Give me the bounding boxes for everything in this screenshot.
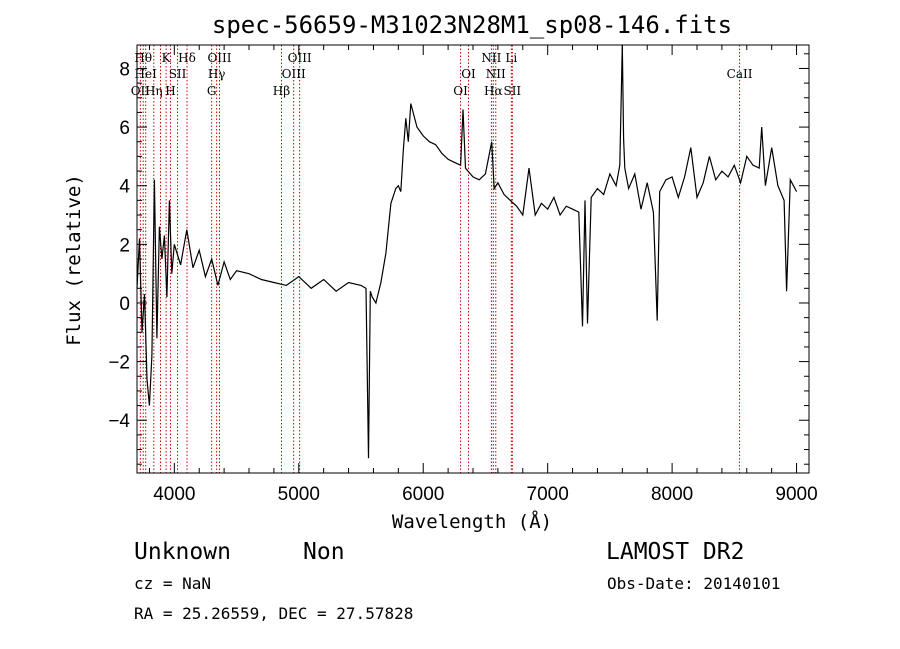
line-marker-label-21: SII bbox=[503, 84, 521, 98]
x-tick-label: 8000 bbox=[651, 484, 693, 505]
y-tick-label: 0 bbox=[119, 294, 130, 315]
y-tick-label: 2 bbox=[119, 235, 130, 256]
x-tick-label: 9000 bbox=[775, 484, 817, 505]
chart-title: spec-56659-M31023N28M1_sp08-146.fits bbox=[212, 11, 732, 39]
line-marker-label-17: NII bbox=[481, 51, 501, 65]
x-axis-ticks: 4000 5000 6000 7000 8000 9000 bbox=[148, 45, 818, 505]
line-marker-label-7: SII bbox=[169, 67, 187, 81]
line-marker-label-8: Hδ bbox=[178, 51, 196, 65]
obs-date: Obs-Date: 20140101 bbox=[607, 574, 780, 593]
y-axis-label: Flux (relative) bbox=[63, 174, 85, 346]
line-marker-label-16: OI bbox=[461, 67, 476, 81]
spectral-line-markers bbox=[139, 45, 741, 473]
line-marker-label-22: CaII bbox=[727, 67, 753, 81]
plot-frame bbox=[136, 44, 810, 474]
spectrum-line bbox=[136, 44, 798, 459]
x-tick-label: 7000 bbox=[527, 484, 569, 505]
line-marker-label-19: NII bbox=[486, 67, 506, 81]
line-marker-label-20: Li bbox=[505, 51, 517, 65]
line-marker-label-2: HeI bbox=[135, 67, 158, 81]
redshift-cz: cz = NaN bbox=[134, 574, 211, 593]
y-tick-label: 6 bbox=[119, 118, 130, 139]
object-class: Unknown bbox=[134, 539, 231, 565]
y-axis-ticks: −4 −2 0 2 4 6 8 bbox=[108, 53, 809, 465]
line-marker-label-12: Hβ bbox=[273, 84, 290, 98]
line-marker-label-14: OIII bbox=[288, 51, 312, 65]
line-marker-label-3: Hη bbox=[145, 84, 163, 98]
survey-name: LAMOST DR2 bbox=[606, 539, 744, 565]
line-marker-label-18: Hα bbox=[484, 84, 503, 98]
line-marker-label-13: OIII bbox=[282, 67, 306, 81]
y-tick-label: 4 bbox=[119, 177, 130, 198]
object-subclass: Non bbox=[303, 539, 345, 565]
line-marker-label-9: G bbox=[207, 84, 217, 98]
line-marker-label-6: H bbox=[165, 84, 175, 98]
line-marker-label-15: OI bbox=[453, 84, 468, 98]
line-marker-label-0: OII bbox=[131, 84, 151, 98]
x-tick-label: 4000 bbox=[153, 484, 195, 505]
x-axis-label: Wavelength (Å) bbox=[392, 510, 552, 533]
spectral-line-labels: OII Hθ HeI Hη K H SII Hδ G Hγ OIII Hβ OIII OIII OI OI NI… bbox=[131, 51, 753, 98]
line-marker-label-11: OIII bbox=[207, 51, 231, 65]
y-tick-label: 8 bbox=[119, 59, 130, 80]
coordinates: RA = 25.26559, DEC = 27.57828 bbox=[134, 604, 413, 623]
line-marker-label-10: Hγ bbox=[208, 67, 226, 81]
line-marker-label-5: K bbox=[162, 51, 172, 65]
line-marker-label-1: Hθ bbox=[134, 51, 152, 65]
y-tick-label: −4 bbox=[108, 411, 130, 432]
y-tick-label: −2 bbox=[108, 353, 130, 374]
x-tick-label: 6000 bbox=[402, 484, 444, 505]
x-tick-label: 5000 bbox=[278, 484, 320, 505]
